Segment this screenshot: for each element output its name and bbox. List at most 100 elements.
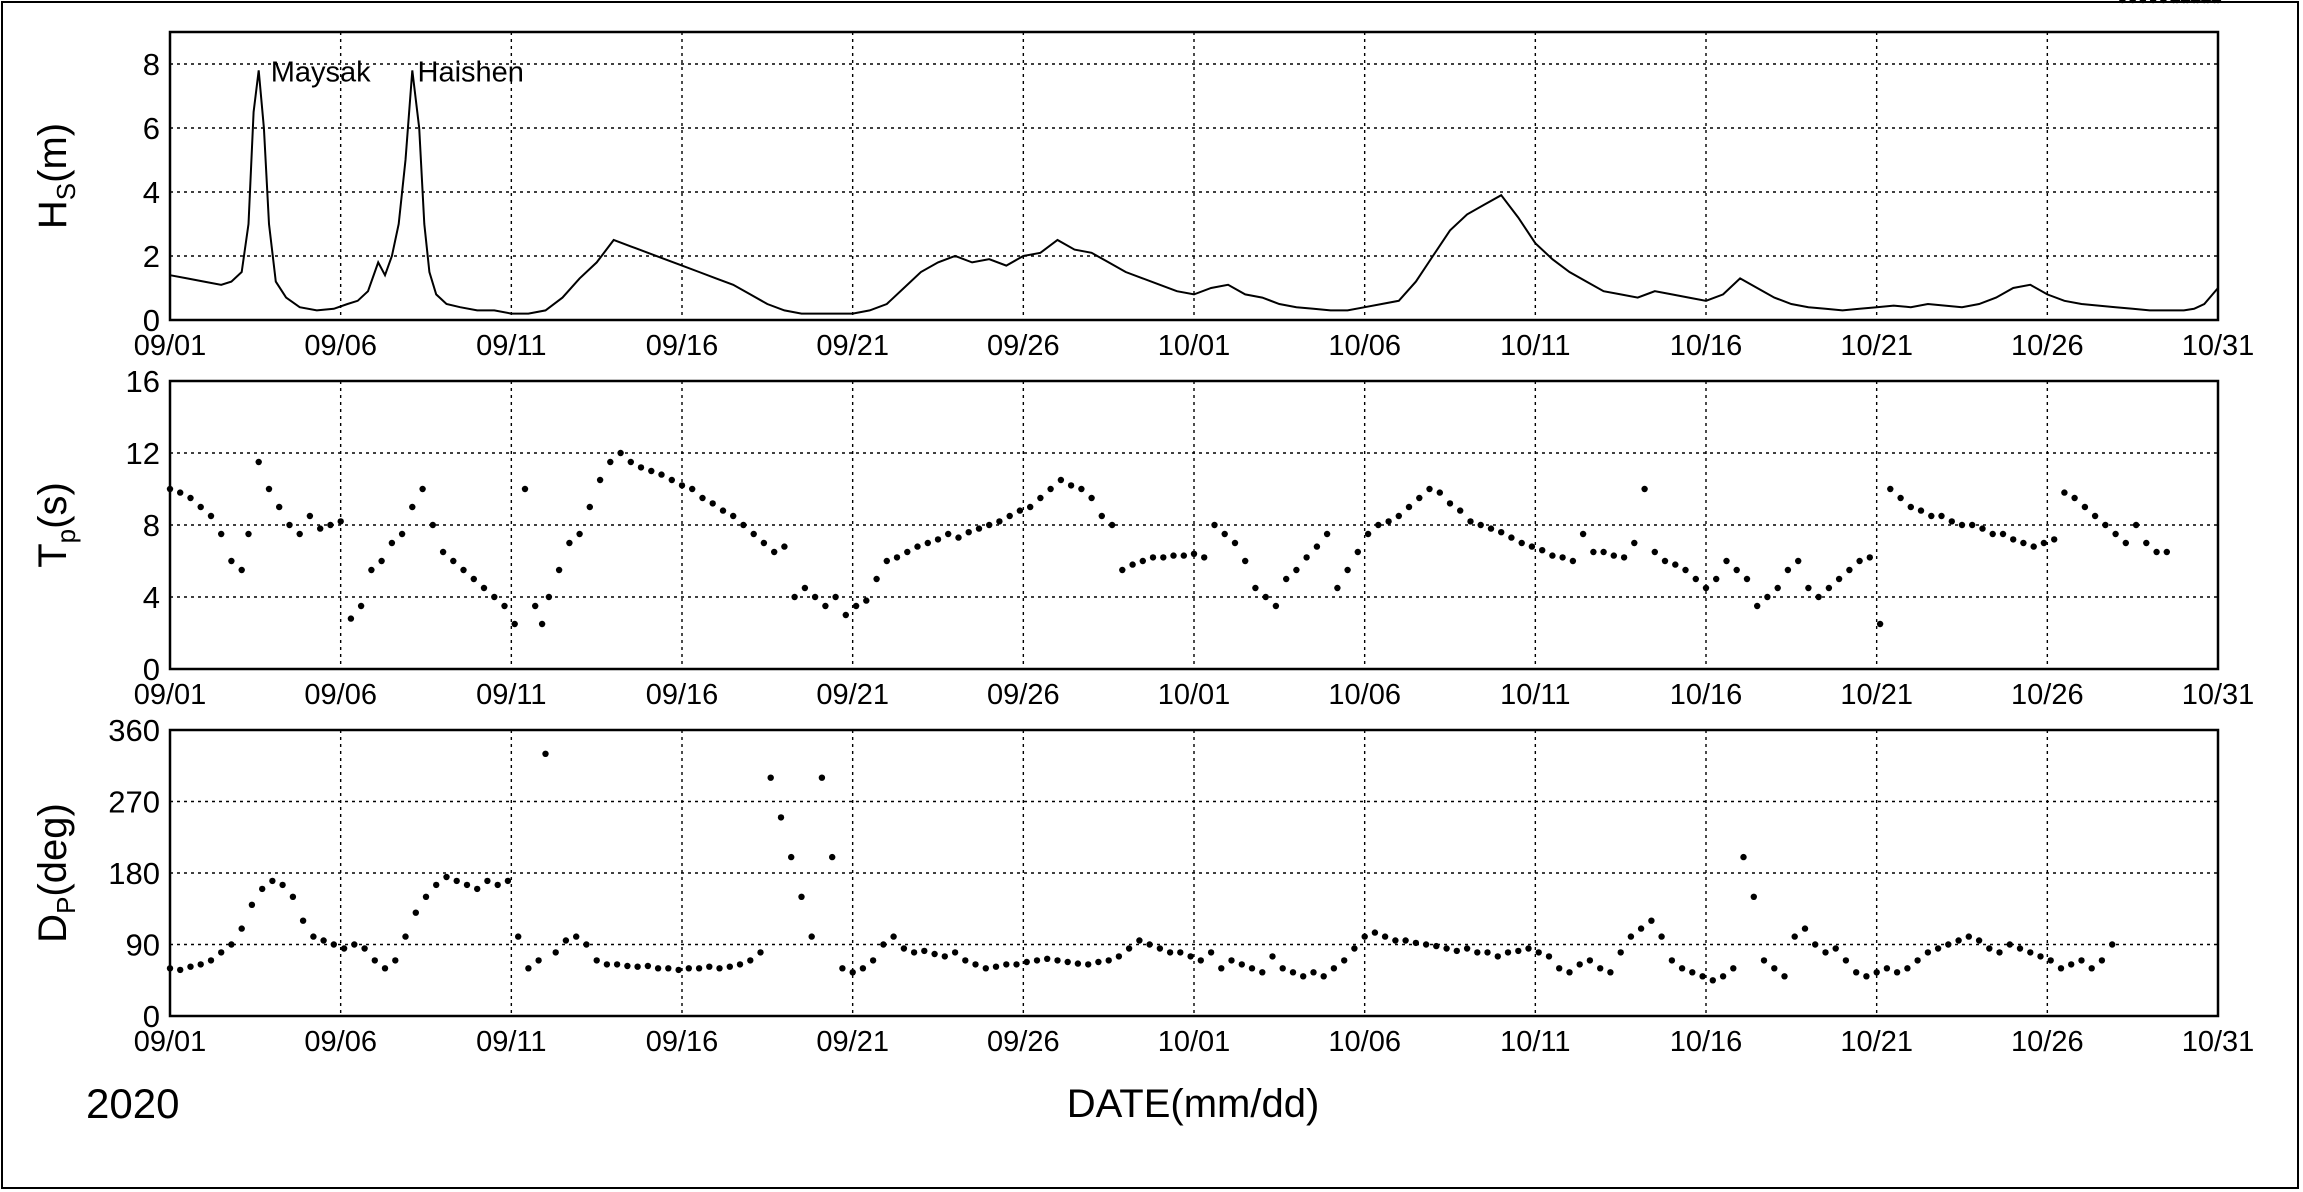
y-axis-label-dp: DP(deg) bbox=[31, 803, 81, 943]
data-point-dp bbox=[474, 885, 481, 893]
data-point-tp bbox=[1385, 518, 1392, 525]
y-tick-label: 180 bbox=[108, 856, 160, 891]
x-tick-label: 10/11 bbox=[1500, 679, 1570, 711]
data-point-tp bbox=[1078, 485, 1085, 493]
data-point-dp bbox=[1095, 958, 1102, 966]
y-tick-label: 90 bbox=[126, 928, 160, 963]
data-point-tp bbox=[904, 548, 911, 556]
data-point-dp bbox=[1259, 969, 1266, 976]
data-point-dp bbox=[279, 881, 286, 889]
data-point-tp bbox=[1528, 543, 1536, 550]
data-point-tp bbox=[2051, 536, 2058, 543]
data-point-dp bbox=[218, 949, 225, 956]
data-point-dp bbox=[562, 937, 570, 944]
data-point-tp bbox=[1006, 512, 1013, 520]
data-point-tp bbox=[1416, 494, 1423, 502]
data-point-tp bbox=[327, 521, 334, 529]
data-point-dp bbox=[654, 965, 662, 972]
data-point-dp bbox=[453, 877, 460, 885]
data-point-tp bbox=[1354, 548, 1362, 556]
x-tick-label: 09/01 bbox=[134, 1026, 207, 1058]
data-point-dp bbox=[1740, 853, 1747, 861]
data-point-tp bbox=[1539, 547, 1546, 554]
panel-hs: 0 2 4 6 8 09/01 09/06 09/11 09/16 09/21 09/26 10/01… bbox=[31, 30, 2254, 362]
data-point-dp bbox=[2047, 957, 2054, 964]
data-point-tp bbox=[2091, 512, 2099, 520]
data-point-dp bbox=[1791, 933, 1798, 940]
data-point-tp bbox=[1713, 575, 1720, 583]
y-tick-label: 0 bbox=[143, 999, 160, 1034]
data-point-tp bbox=[689, 485, 696, 493]
data-point-dp bbox=[1709, 977, 1717, 984]
data-point-tp bbox=[1764, 593, 1771, 601]
data-point-dp bbox=[1515, 947, 1522, 955]
data-point-tp bbox=[480, 584, 488, 592]
data-point-tp bbox=[1661, 557, 1669, 565]
data-point-tp bbox=[1641, 485, 1648, 493]
data-point-tp bbox=[1682, 566, 1689, 574]
data-point-tp bbox=[207, 512, 215, 520]
y-tick-label: 2 bbox=[143, 239, 160, 274]
data-point-tp bbox=[286, 521, 293, 529]
data-point-tp bbox=[2132, 521, 2140, 529]
data-point-dp bbox=[644, 962, 652, 970]
data-point-tp bbox=[1344, 566, 1351, 574]
data-point-dp bbox=[2109, 941, 2116, 948]
data-point-dp bbox=[1463, 945, 1471, 952]
y-axis-label-main: D bbox=[31, 914, 75, 943]
data-point-dp bbox=[859, 965, 867, 972]
data-point-dp bbox=[573, 933, 580, 940]
data-point-dp bbox=[808, 933, 815, 940]
data-point-dp bbox=[706, 963, 713, 970]
data-point-dp bbox=[361, 945, 368, 952]
x-tick-label: 09/06 bbox=[304, 1026, 377, 1058]
y-tick-label: 0 bbox=[143, 303, 160, 338]
data-point-tp bbox=[914, 543, 921, 550]
data-point-dp bbox=[972, 961, 979, 968]
data-point-dp bbox=[788, 853, 795, 861]
x-tick-label: 09/11 bbox=[476, 330, 546, 362]
data-point-dp bbox=[634, 963, 641, 970]
data-point-tp bbox=[1498, 529, 1505, 536]
y-axis-label-main: H bbox=[31, 200, 75, 229]
data-point-tp bbox=[1426, 485, 1433, 493]
data-point-dp bbox=[941, 953, 948, 960]
y-tick-label: 0 bbox=[143, 652, 160, 687]
data-point-tp bbox=[197, 503, 204, 511]
x-tick-label: 09/16 bbox=[646, 330, 719, 362]
data-point-tp bbox=[296, 530, 303, 538]
data-point-dp bbox=[1228, 957, 1235, 964]
x-tick-label: 09/26 bbox=[987, 330, 1060, 362]
data-point-tp bbox=[893, 554, 901, 561]
data-point-dp bbox=[433, 881, 440, 889]
x-tick-label: 10/06 bbox=[1328, 1026, 1401, 1058]
data-point-dp bbox=[1146, 941, 1153, 948]
data-point-dp bbox=[1054, 957, 1061, 964]
data-point-dp bbox=[1771, 965, 1778, 972]
series-line-hs bbox=[169, 70, 2219, 315]
data-point-tp bbox=[1958, 521, 1966, 529]
data-point-dp bbox=[340, 945, 348, 952]
data-point-tp bbox=[945, 530, 952, 538]
data-point-tp bbox=[842, 611, 849, 619]
data-point-dp bbox=[2160, 0, 2167, 4]
data-point-tp bbox=[1303, 554, 1310, 561]
y-axis-label-unit: (m) bbox=[31, 123, 75, 183]
y-tick-label: 4 bbox=[143, 175, 160, 210]
data-point-dp bbox=[535, 957, 542, 964]
data-point-dp bbox=[1648, 917, 1655, 924]
data-point-tp bbox=[986, 521, 993, 529]
data-point-tp bbox=[678, 482, 686, 489]
data-point-tp bbox=[1047, 485, 1054, 493]
data-point-dp bbox=[839, 965, 846, 972]
data-point-tp bbox=[1313, 543, 1321, 550]
data-point-dp bbox=[1832, 945, 1839, 952]
data-point-dp bbox=[2037, 953, 2044, 960]
y-tick-label: 270 bbox=[108, 785, 160, 820]
y-tick-label: 360 bbox=[108, 713, 160, 748]
data-point-dp bbox=[248, 901, 256, 908]
data-point-dp bbox=[1893, 969, 1901, 976]
data-point-dp bbox=[1392, 937, 1399, 944]
data-point-tp bbox=[607, 458, 614, 466]
